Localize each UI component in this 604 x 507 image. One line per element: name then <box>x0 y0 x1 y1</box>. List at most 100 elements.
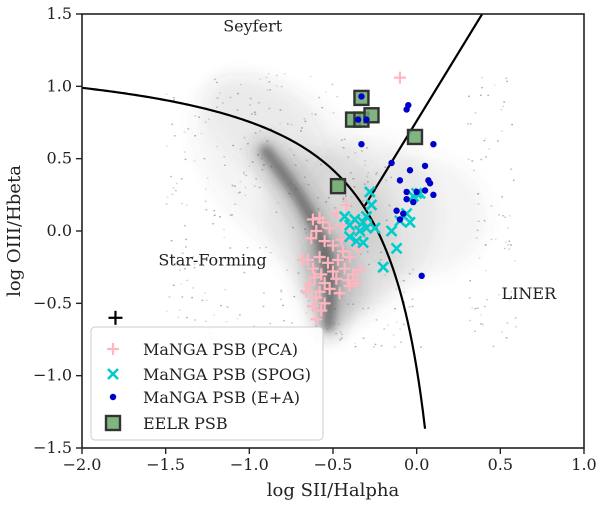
density-speck <box>412 268 414 271</box>
density-speck <box>352 178 355 180</box>
region-label: LINER <box>501 284 557 303</box>
density-speck <box>268 107 271 110</box>
density-speck <box>327 197 330 199</box>
density-speck <box>249 97 252 100</box>
density-speck <box>216 106 218 108</box>
legend-label-eelr: EELR PSB <box>143 414 228 433</box>
density-speck <box>165 93 168 95</box>
density-speck <box>411 305 414 308</box>
spog-marker <box>360 210 373 223</box>
density-speck <box>257 154 259 156</box>
y-tick-label: −0.5 <box>33 293 72 312</box>
density-speck <box>302 293 305 295</box>
density-speck <box>219 92 221 94</box>
density-speck <box>384 274 387 276</box>
density-speck <box>343 138 346 140</box>
density-speck <box>354 152 357 154</box>
density-speck <box>508 240 511 242</box>
pca-marker <box>330 272 343 285</box>
density-speck <box>231 214 234 216</box>
density-speck <box>184 268 186 270</box>
density-speck <box>205 320 207 322</box>
density-speck <box>245 174 248 177</box>
density-speck <box>474 330 476 332</box>
density-speck <box>174 264 177 266</box>
density-speck <box>280 291 283 293</box>
ea-marker <box>426 180 434 187</box>
density-speck <box>512 179 515 181</box>
density-speck <box>267 73 270 75</box>
density-speck <box>510 244 512 246</box>
density-speck <box>400 341 402 343</box>
ea-marker <box>109 393 117 401</box>
density-speck <box>232 144 235 147</box>
density-speck <box>493 84 496 86</box>
spog-marker <box>404 216 416 229</box>
density-speck <box>213 78 216 80</box>
density-speck <box>166 196 169 199</box>
spog-marker-b <box>377 261 390 274</box>
density-speck <box>243 172 245 175</box>
density-speck <box>366 251 369 253</box>
density-speck <box>204 121 207 123</box>
density-speck <box>483 139 486 142</box>
density-speck <box>325 201 328 203</box>
density-speck <box>229 214 232 216</box>
density-speck <box>503 101 506 103</box>
density-speck <box>383 328 386 330</box>
density-speck <box>185 204 188 206</box>
density-speck <box>234 203 237 205</box>
density-speck <box>364 164 366 166</box>
density-speck <box>283 320 285 322</box>
density-speck <box>469 280 472 282</box>
pca-marker <box>342 274 355 287</box>
density-speck <box>326 328 329 330</box>
density-speck <box>404 223 407 226</box>
density-speck <box>304 120 307 123</box>
density-speck <box>180 283 183 285</box>
density-speck <box>338 323 341 325</box>
density-speck <box>476 229 479 231</box>
pca-marker <box>303 278 316 291</box>
density-speck <box>347 303 349 305</box>
density-speck <box>177 316 180 318</box>
density-speck <box>247 143 249 145</box>
density-speck <box>501 196 504 198</box>
density-speck <box>280 298 282 300</box>
density-speck <box>317 208 320 210</box>
density-speck <box>487 94 490 96</box>
density-speck <box>477 193 480 195</box>
density-speck <box>504 216 507 218</box>
density-speck <box>165 203 168 205</box>
density-speck <box>321 253 323 255</box>
spog-marker <box>390 242 403 255</box>
density-speck <box>184 158 187 161</box>
density-speck <box>269 322 272 325</box>
density-speck <box>224 164 226 166</box>
pca-marker <box>300 285 313 298</box>
density-speck <box>481 76 483 79</box>
density-speck <box>507 244 510 246</box>
density-speck <box>483 219 486 222</box>
density-speck <box>394 307 396 310</box>
density-speck <box>354 342 357 345</box>
density-speck <box>480 158 483 161</box>
density-speck <box>305 159 308 162</box>
ea-marker <box>410 198 417 206</box>
density-speck <box>236 317 239 320</box>
density-speck <box>171 123 174 125</box>
density-speck <box>239 314 241 316</box>
density-speck <box>375 172 378 174</box>
density-speck <box>502 105 505 108</box>
density-speck <box>262 263 264 265</box>
density-speck <box>250 113 253 115</box>
density-speck <box>204 292 206 294</box>
region-label: Seyfert <box>223 16 283 35</box>
x-tick-label: −1.0 <box>230 455 269 474</box>
density-speck <box>166 310 168 312</box>
spog-marker <box>343 230 356 243</box>
error-bar-marker <box>108 310 123 325</box>
density-speck <box>508 215 511 217</box>
density-speck <box>192 256 195 258</box>
x-axis-label: log SII/Halpha <box>267 480 400 501</box>
